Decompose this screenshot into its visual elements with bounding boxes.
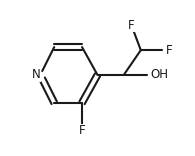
- Text: OH: OH: [150, 68, 168, 81]
- Text: F: F: [79, 124, 85, 137]
- Text: F: F: [166, 44, 172, 57]
- Text: N: N: [32, 68, 40, 81]
- Text: F: F: [128, 19, 135, 32]
